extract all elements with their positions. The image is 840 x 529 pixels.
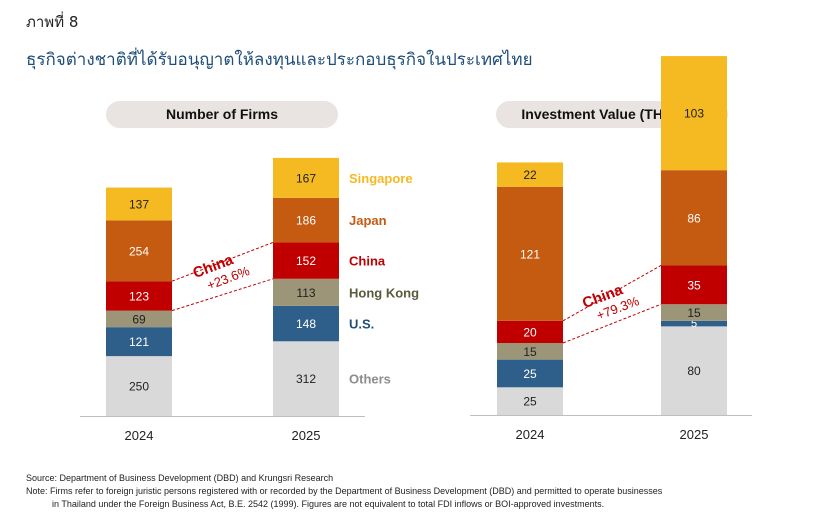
chart-1-tick-2025: 2025: [292, 428, 321, 443]
series-label-china: China: [349, 254, 386, 269]
chart-1-title: Number of Firms: [106, 101, 338, 128]
source-note: Source: Department of Business Developme…: [26, 473, 334, 483]
chart-1-bar-hong-kong-2025: [273, 278, 339, 306]
chart-1-label-singapore-2025: 167: [296, 171, 316, 185]
chart-2-bar-u-s-2024: [497, 359, 563, 388]
chart-2-china-connector-top: [562, 265, 662, 322]
chart-1-label-hong-kong-2024: 69: [132, 312, 146, 326]
figure-label: ภาพที่ 8: [26, 13, 79, 31]
chart-2-tick-2024: 2024: [516, 427, 545, 442]
chart-1-label-u-s-2024: 121: [129, 335, 149, 349]
chart-1-label-china-2025: 152: [296, 254, 316, 268]
chart-1-tick-2024: 2024: [125, 428, 154, 443]
chart-2-label-china-2025: 35: [687, 278, 701, 292]
chart-2-label-u-s-2025: 5: [691, 318, 697, 330]
series-label-singapore: Singapore: [349, 171, 413, 186]
chart-2-china-connector-bottom: [562, 303, 662, 344]
chart-1-label-u-s-2025: 148: [296, 317, 316, 331]
series-label-others: Others: [349, 372, 391, 387]
chart-2-bar-japan-2024: [497, 186, 563, 321]
chart-1-bar-china-2025: [273, 242, 339, 279]
chart-2-label-japan-2024: 121: [520, 247, 540, 261]
chart-1-bar-japan-2025: [273, 197, 339, 243]
chart-1-label-others-2025: 312: [296, 372, 316, 386]
chart-2-bar-hong-kong-2025: [661, 304, 727, 321]
footnote-line-2: in Thailand under the Foreign Business A…: [52, 498, 605, 509]
chart-2-label-others-2025: 80: [687, 364, 701, 378]
series-label-u-s: U.S.: [349, 317, 374, 332]
chart-2-bar-singapore-2024: [497, 162, 563, 187]
chart-2-bar-u-s-2025: [661, 320, 727, 327]
chart-1-china-connector-top: [171, 241, 274, 282]
chart-1-bar-u-s-2024: [106, 327, 172, 357]
chart-2-bar-hong-kong-2024: [497, 342, 563, 360]
footnote-line-1: Note: Firms refer to foreign juristic pe…: [26, 486, 663, 496]
chart-2-label-singapore-2025: 103: [684, 107, 704, 121]
chart-2-bar-others-2025: [661, 326, 727, 415]
chart-2-bar-china-2025: [661, 265, 727, 305]
chart-2-tick-2025: 2025: [680, 427, 709, 442]
chart-1-bar-hong-kong-2024: [106, 310, 172, 328]
chart-2-china-annotation: China+79.3%: [580, 281, 641, 323]
chart-1-bar-china-2024: [106, 281, 172, 311]
chart-2-label-singapore-2024: 22: [523, 168, 537, 182]
chart-1-bar-singapore-2024: [106, 187, 172, 221]
chart-2-label-hong-kong-2025: 15: [687, 306, 701, 320]
chart-1-label-japan-2025: 186: [296, 214, 316, 228]
chart-2-label-japan-2025: 86: [687, 211, 701, 225]
chart-2-bar-singapore-2025: [661, 56, 727, 171]
footnote: Note: Firms refer to foreign juristic pe…: [26, 485, 726, 510]
series-label-hong-kong: Hong Kong: [349, 285, 419, 300]
chart-1-china-connector-bottom: [171, 278, 274, 312]
chart-1-label-japan-2024: 254: [129, 244, 149, 258]
series-label-japan: Japan: [349, 213, 387, 228]
chart-2-label-hong-kong-2024: 15: [523, 345, 537, 359]
chart-1-label-china-2024: 123: [129, 289, 149, 303]
chart-1-label-others-2024: 250: [129, 380, 149, 394]
chart-2-bar-japan-2025: [661, 170, 727, 266]
chart-2-bar-china-2024: [497, 320, 563, 343]
chart-2-label-others-2024: 25: [523, 395, 537, 409]
chart-1-bar-others-2025: [273, 341, 339, 416]
chart-1-bar-others-2024: [106, 356, 172, 416]
chart-1-bar-japan-2024: [106, 220, 172, 282]
chart-1-bar-u-s-2025: [273, 305, 339, 342]
chart-2-bar-others-2024: [497, 387, 563, 415]
chart-2-label-china-2024: 20: [523, 325, 537, 339]
figure-title: ธุรกิจต่างชาติที่ได้รับอนุญาตให้ลงทุนและ…: [26, 50, 533, 70]
charts-canvas: 2024250121691232541372025312148113152186…: [80, 56, 752, 443]
chart-1-bar-singapore-2025: [273, 157, 339, 198]
chart-1-label-singapore-2024: 137: [129, 197, 149, 211]
chart-1-label-hong-kong-2025: 113: [296, 286, 315, 300]
chart-2-label-u-s-2024: 25: [523, 367, 537, 381]
